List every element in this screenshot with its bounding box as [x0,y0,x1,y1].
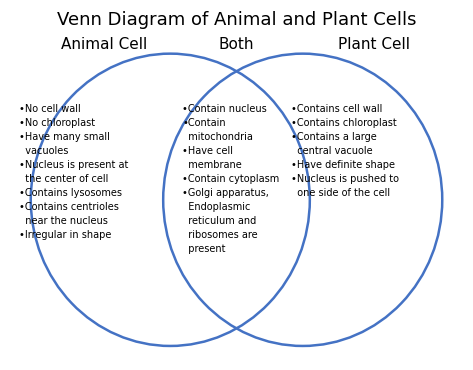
Text: Animal Cell: Animal Cell [61,37,147,52]
Text: Plant Cell: Plant Cell [338,37,410,52]
Text: •No cell wall
•No chloroplast
•Have many small
  vacuoles
•Nucleus is present at: •No cell wall •No chloroplast •Have many… [19,104,128,240]
Text: Both: Both [219,37,254,52]
Text: •Contains cell wall
•Contains chloroplast
•Contains a large
  central vacuole
•H: •Contains cell wall •Contains chloroplas… [291,104,399,198]
Text: •Contain nucleus
•Contain
  mitochondria
•Have cell
  membrane
•Contain cytoplas: •Contain nucleus •Contain mitochondria •… [182,104,280,253]
Text: Venn Diagram of Animal and Plant Cells: Venn Diagram of Animal and Plant Cells [57,11,416,29]
